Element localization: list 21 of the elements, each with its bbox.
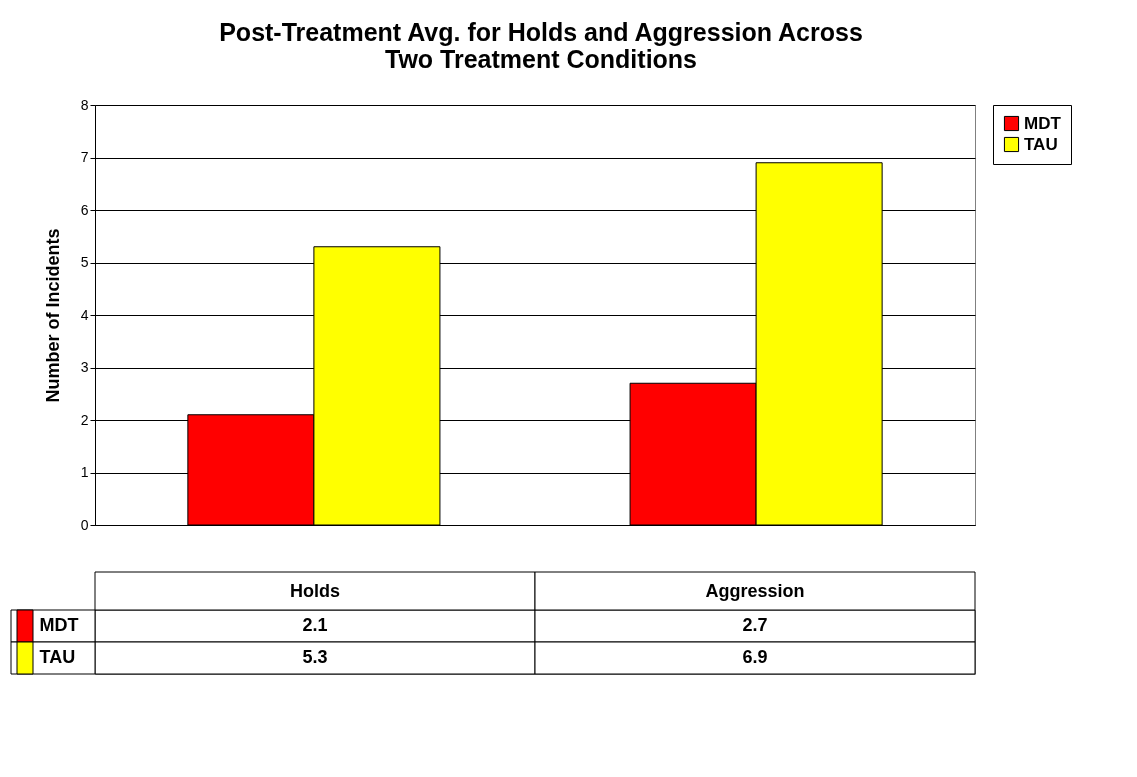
- legend-label: TAU: [1024, 134, 1058, 154]
- data-label: 6.9: [742, 647, 768, 667]
- y-tick-label: 2: [80, 411, 89, 428]
- text: TAU: [39, 647, 76, 667]
- y-axis-title: Number of Incidents: [42, 228, 63, 403]
- y-tick-label: 5: [80, 254, 89, 270]
- data-label: 2.7: [742, 615, 768, 635]
- x-tick-label: Holds: [289, 580, 341, 601]
- data-label: 2.1: [302, 615, 328, 635]
- y-tick-label: 0: [80, 516, 89, 533]
- y-tick-label: 3: [80, 359, 89, 375]
- x-tick-label: Aggression: [705, 580, 805, 601]
- legend-label: MDT: [39, 615, 79, 635]
- y-tick-label: 7: [80, 149, 89, 165]
- y-tick-label: 8: [80, 96, 89, 113]
- y-tick-label: 1: [80, 464, 89, 480]
- chart-title: Post-Treatment Avg. for Holds and Aggression Across Two Treatment Conditions: [219, 17, 863, 73]
- data-label: 5.3: [302, 647, 328, 667]
- y-tick-label: 6: [80, 201, 89, 218]
- y-tick-label: 4: [80, 306, 89, 323]
- text: MDT: [1024, 113, 1061, 133]
